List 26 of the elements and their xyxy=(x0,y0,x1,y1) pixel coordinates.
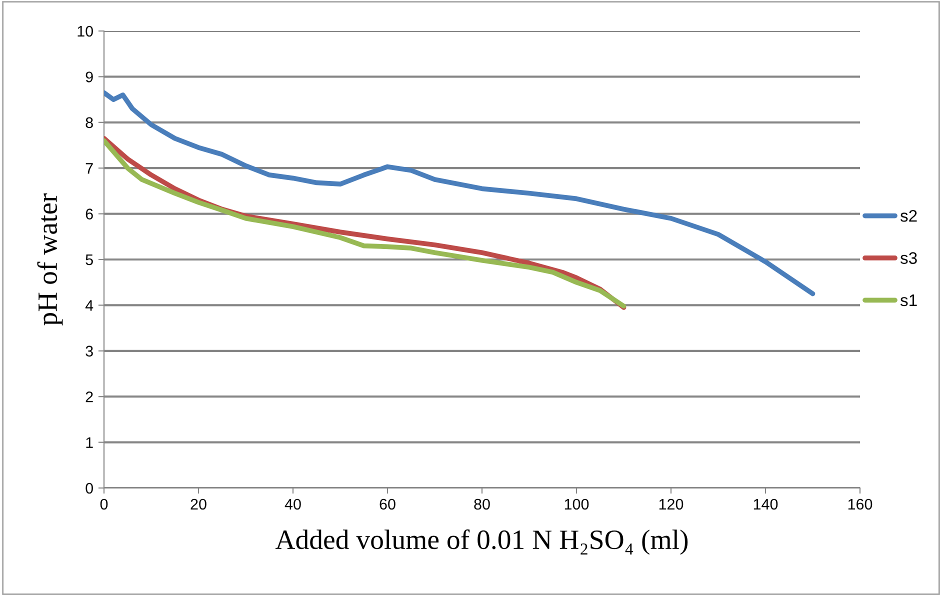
y-tick-label: 0 xyxy=(86,482,93,494)
x-tick-label: 160 xyxy=(848,498,872,510)
legend-label: s3 xyxy=(900,252,917,264)
x-tick-label: 40 xyxy=(284,498,301,510)
y-tick-label: 9 xyxy=(86,72,93,82)
x-tick-label: 80 xyxy=(474,498,490,510)
y-tick-label: 2 xyxy=(86,391,93,402)
line-series xyxy=(104,90,816,296)
x-tick-label: 120 xyxy=(659,498,684,510)
y-tick-label: 7 xyxy=(86,163,93,174)
x-tick-label: 60 xyxy=(380,498,396,510)
legend-label: s1 xyxy=(900,294,917,306)
x-tick-label: 140 xyxy=(754,498,778,510)
y-tick-label: 4 xyxy=(85,300,94,311)
x-tick-label: 100 xyxy=(564,498,589,510)
y-tick-label: 5 xyxy=(86,254,93,266)
x-axis-title: Added volume of 0.01 N H₂SO₄ (ml) xyxy=(275,529,688,555)
x-tick-label: 0 xyxy=(100,498,108,510)
y-tick-label: 10 xyxy=(78,26,93,37)
y-tick-label: 3 xyxy=(86,346,93,357)
legend-label: s2 xyxy=(900,210,917,222)
y-tick-label: 6 xyxy=(86,208,93,220)
y-tick-label: 8 xyxy=(86,117,93,128)
y-axis-title: pH of water xyxy=(37,193,63,326)
x-tick-label: 20 xyxy=(190,498,206,510)
y-tick-label: 1 xyxy=(86,437,93,448)
